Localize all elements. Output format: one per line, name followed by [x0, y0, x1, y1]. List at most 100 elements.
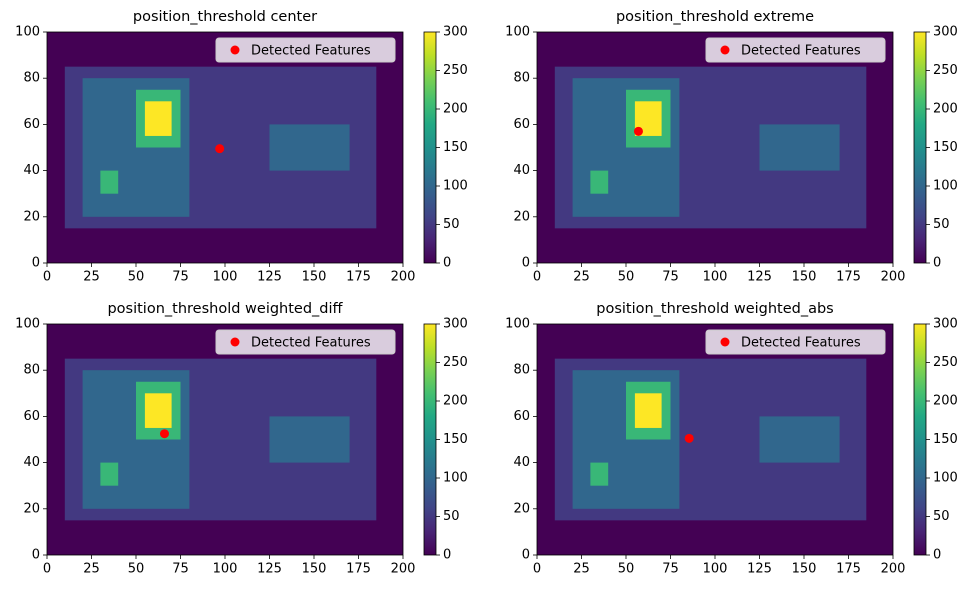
- x-tick-label: 100: [703, 562, 728, 577]
- colorbar-tick-label: 100: [933, 471, 958, 486]
- x-tick-label: 25: [83, 270, 100, 285]
- y-tick-label: 0: [32, 548, 40, 563]
- y-tick-label: 40: [513, 455, 530, 470]
- heatmap-cell: [269, 416, 350, 463]
- colorbar-tick-label: 0: [443, 256, 451, 271]
- chart-title: position_threshold weighted_diff: [107, 301, 343, 317]
- x-tick-label: 200: [881, 270, 906, 285]
- y-tick-label: 80: [23, 71, 40, 86]
- heatmap-cell: [590, 462, 609, 486]
- y-tick-label: 100: [15, 25, 40, 40]
- x-tick-label: 200: [391, 562, 416, 577]
- colorbar-tick-label: 0: [443, 548, 451, 563]
- legend-marker: [230, 45, 240, 55]
- colorbar: [423, 323, 437, 556]
- x-tick-label: 25: [573, 562, 590, 577]
- colorbar-tick-label: 150: [933, 140, 958, 155]
- x-tick-label: 150: [302, 562, 327, 577]
- x-tick-label: 50: [618, 270, 635, 285]
- x-tick-label: 150: [792, 270, 817, 285]
- x-tick-label: 200: [391, 270, 416, 285]
- legend-label: Detected Features: [251, 336, 371, 351]
- x-tick-label: 0: [533, 562, 541, 577]
- x-tick-label: 0: [533, 270, 541, 285]
- x-tick-label: 100: [213, 270, 238, 285]
- colorbar-tick-label: 100: [443, 471, 468, 486]
- x-tick-label: 75: [662, 562, 679, 577]
- y-tick-label: 0: [522, 548, 530, 563]
- y-tick-label: 20: [23, 501, 40, 516]
- feature-point: [684, 433, 694, 443]
- legend-marker: [720, 337, 730, 347]
- x-tick-label: 175: [346, 270, 371, 285]
- x-tick-label: 150: [792, 562, 817, 577]
- heatmap-cell: [100, 462, 119, 486]
- x-tick-label: 175: [836, 562, 861, 577]
- x-tick-label: 25: [573, 270, 590, 285]
- x-tick-label: 125: [747, 270, 772, 285]
- legend-box: [215, 37, 396, 63]
- y-tick-label: 60: [23, 409, 40, 424]
- colorbar-tick-label: 250: [933, 63, 958, 78]
- y-tick-label: 80: [513, 363, 530, 378]
- x-tick-label: 75: [662, 270, 679, 285]
- x-tick-label: 125: [257, 562, 282, 577]
- colorbar-tick-label: 300: [443, 25, 468, 40]
- colorbar-tick-label: 200: [443, 394, 468, 409]
- x-tick-label: 0: [43, 562, 51, 577]
- y-tick-label: 60: [23, 117, 40, 132]
- x-tick-label: 200: [881, 562, 906, 577]
- x-tick-label: 150: [302, 270, 327, 285]
- colorbar: [423, 31, 437, 264]
- heatmap-cell: [590, 170, 609, 194]
- colorbar-tick-label: 50: [933, 509, 950, 524]
- heatmap-cell: [144, 393, 172, 428]
- colorbar-tick-label: 100: [443, 179, 468, 194]
- legend-label: Detected Features: [251, 44, 371, 59]
- heatmap-cell: [759, 124, 840, 171]
- x-tick-label: 75: [172, 270, 189, 285]
- colorbar-tick-label: 100: [933, 179, 958, 194]
- chart-title: position_threshold extreme: [616, 9, 814, 25]
- x-tick-label: 50: [128, 562, 145, 577]
- legend-marker: [230, 337, 240, 347]
- x-tick-label: 100: [703, 270, 728, 285]
- colorbar-tick-label: 300: [933, 317, 958, 332]
- x-tick-label: 75: [172, 562, 189, 577]
- y-tick-label: 20: [23, 209, 40, 224]
- colorbar-tick-label: 0: [933, 256, 941, 271]
- colorbar-tick-label: 250: [443, 355, 468, 370]
- feature-point: [159, 429, 169, 439]
- colorbar-tick-label: 200: [933, 102, 958, 117]
- y-tick-label: 40: [23, 163, 40, 178]
- legend-label: Detected Features: [741, 336, 861, 351]
- x-tick-label: 125: [747, 562, 772, 577]
- colorbar-tick-label: 200: [443, 102, 468, 117]
- colorbar-tick-label: 0: [933, 548, 941, 563]
- legend-box: [705, 37, 886, 63]
- y-tick-label: 40: [513, 163, 530, 178]
- colorbar-tick-label: 200: [933, 394, 958, 409]
- y-tick-label: 60: [513, 117, 530, 132]
- colorbar-tick-label: 50: [443, 217, 460, 232]
- legend-box: [705, 329, 886, 355]
- y-tick-label: 20: [513, 501, 530, 516]
- colorbar-tick-label: 50: [933, 217, 950, 232]
- feature-point: [215, 144, 225, 154]
- colorbar-tick-label: 50: [443, 509, 460, 524]
- chart-title: position_threshold weighted_abs: [596, 301, 834, 317]
- x-tick-label: 25: [83, 562, 100, 577]
- x-tick-label: 0: [43, 270, 51, 285]
- y-tick-label: 60: [513, 409, 530, 424]
- heatmap-cell: [759, 416, 840, 463]
- chart-title: position_threshold center: [133, 9, 317, 25]
- y-tick-label: 0: [32, 256, 40, 271]
- legend-marker: [720, 45, 730, 55]
- y-tick-label: 80: [23, 363, 40, 378]
- heatmap-cell: [269, 124, 350, 171]
- y-tick-label: 20: [513, 209, 530, 224]
- x-tick-label: 175: [836, 270, 861, 285]
- heatmap-cell: [634, 393, 662, 428]
- y-tick-label: 100: [505, 25, 530, 40]
